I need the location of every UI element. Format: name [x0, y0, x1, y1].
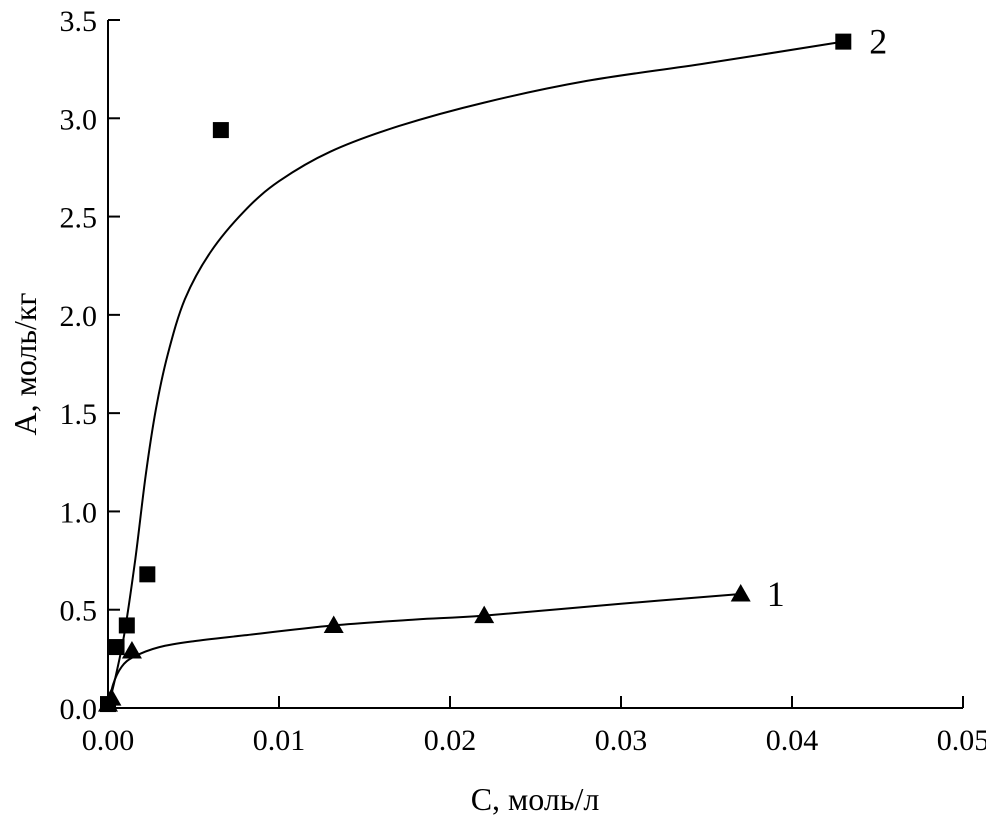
x-tick-label: 0.02 [424, 724, 477, 757]
y-tick-label: 1.5 [60, 398, 98, 431]
x-tick-label: 0.00 [82, 724, 135, 757]
data-point-series-2 [139, 566, 156, 583]
fit-curve-1 [107, 593, 741, 709]
x-tick-label: 0.04 [766, 724, 819, 757]
x-tick-label: 0.03 [595, 724, 648, 757]
ticks: 0.00 0.01 0.02 0.03 0.04 0.05 0.0 0.5 1.0 1.5 2.0 2… [60, 5, 986, 757]
data-point-series-2 [100, 696, 116, 713]
x-axis-title: C, моль/л [471, 781, 600, 817]
y-tick-label: 0.5 [60, 595, 98, 628]
fit-curve-2 [107, 40, 844, 709]
data-point-series-1 [474, 605, 495, 624]
data-point-series-1 [323, 615, 344, 633]
y-tick-label: 0.0 [60, 693, 98, 726]
x-tick-label: 0.05 [937, 724, 986, 757]
y-axis-title: A, моль/кг [7, 292, 43, 435]
axes [107, 20, 963, 709]
data-markers [98, 33, 852, 713]
data-point-series-2 [212, 122, 229, 139]
series-label-1: 1 [767, 574, 785, 614]
series-label-2: 2 [869, 22, 887, 62]
series-labels: 12 [767, 22, 888, 614]
data-point-series-1 [730, 583, 751, 602]
y-tick-label: 3.0 [60, 103, 98, 136]
y-tick-label: 2.5 [60, 202, 98, 235]
fit-curves [107, 40, 844, 709]
y-tick-label: 3.5 [60, 5, 98, 38]
x-tick-label: 0.01 [253, 724, 306, 757]
y-tick-label: 1.0 [60, 496, 98, 529]
y-tick-label: 2.0 [60, 300, 98, 333]
data-point-series-2 [108, 639, 125, 656]
data-point-series-2 [118, 617, 135, 634]
data-point-series-2 [835, 33, 852, 50]
data-point-series-1 [121, 640, 142, 659]
